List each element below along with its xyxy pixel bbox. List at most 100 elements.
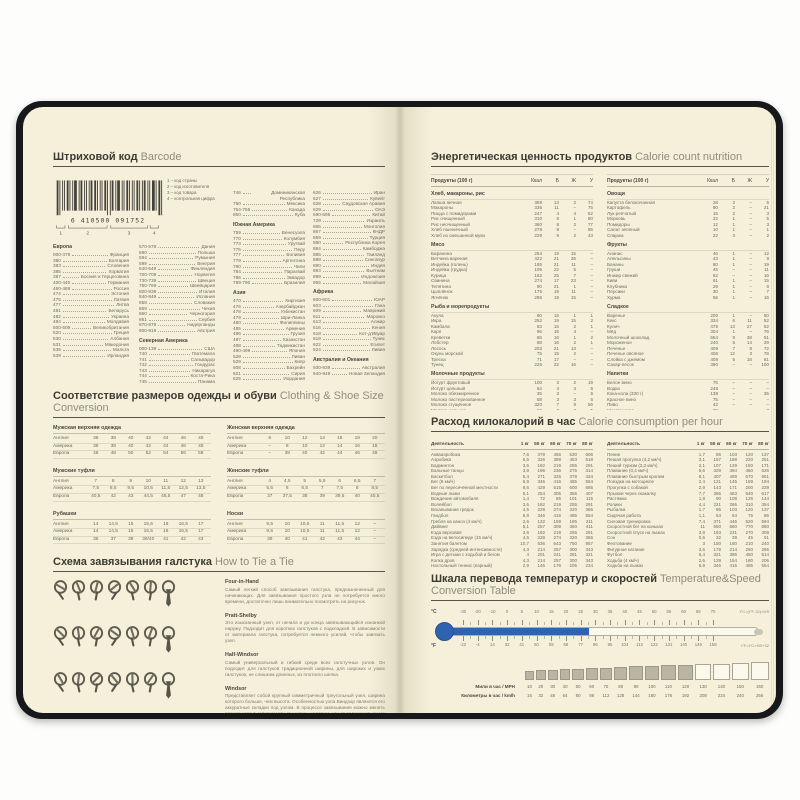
celsius-tick-label: 5 bbox=[520, 609, 524, 614]
size-value: 46 bbox=[180, 436, 186, 441]
speed-square-cell bbox=[629, 662, 643, 680]
dot-leader bbox=[322, 265, 370, 267]
barcode-country-row: 786 Эквадор bbox=[233, 275, 305, 281]
barcode-country-row: 867 КНДР bbox=[313, 229, 385, 235]
tie-step-figure bbox=[125, 671, 140, 705]
barcode-country-row: 930-939 Австралия bbox=[313, 365, 385, 371]
barcode-legend-item: 3 – код товара bbox=[167, 190, 197, 195]
size-value: 16 bbox=[337, 436, 343, 441]
country-name: Эстония bbox=[110, 291, 129, 297]
activity-row: Растяжка 1,8 90 108 126 144 bbox=[607, 496, 769, 502]
minor-tick-mark bbox=[485, 636, 487, 639]
activity-value: 90 bbox=[715, 496, 721, 502]
barcode-country-row: 759 Венесуэла bbox=[233, 230, 305, 236]
nutrition-row: Слойка с джемом 408 5 16 61 bbox=[607, 357, 769, 363]
activity-name: Плавание (0,4 км/ч) bbox=[607, 468, 649, 474]
nutrition-product-name: Икра bbox=[431, 318, 442, 323]
dot-leader bbox=[148, 252, 196, 254]
country-name: Израиль bbox=[366, 217, 385, 223]
nutrition-row: Макароны 336 11–75 bbox=[431, 205, 593, 211]
barcode-country-row: 741 Сальвадор bbox=[139, 357, 215, 363]
tick-mark bbox=[639, 620, 641, 625]
size-value: 41 bbox=[163, 536, 169, 542]
celsius-tick-label: 65 bbox=[695, 609, 701, 614]
country-code: 800-839 bbox=[139, 288, 157, 294]
dot-leader bbox=[158, 291, 198, 293]
nutrition-value: 22 bbox=[553, 362, 559, 367]
barcode-country-row: 528 Ливан bbox=[233, 354, 305, 360]
barcode-country-row: 640-649 Финляндия bbox=[139, 266, 215, 272]
barcode-country-row: 609 Маврикий bbox=[313, 308, 385, 314]
nutrition-row: Пицца с помидорами 247 4 4 52 bbox=[431, 211, 593, 217]
dot-leader bbox=[62, 310, 107, 312]
barcode-country-row: 861 Сербия bbox=[139, 317, 215, 323]
region-header: Азия bbox=[233, 289, 246, 296]
country-name: Венесуэла bbox=[281, 229, 305, 235]
size-value: 11,5 bbox=[335, 521, 345, 527]
activity-value: 320 bbox=[569, 535, 577, 541]
celsius-tick-label: 60 bbox=[681, 609, 686, 614]
nutrition-value: 1 bbox=[732, 294, 735, 300]
activity-value: 231 bbox=[729, 529, 737, 535]
tick-mark bbox=[610, 620, 612, 625]
country-code: 858 bbox=[139, 299, 147, 305]
nutrition-value: 2 bbox=[573, 380, 576, 385]
nutrition-value: 16 bbox=[553, 329, 559, 334]
activity-value: 32 bbox=[715, 535, 721, 541]
activity-row: Гребля на каноэ (4 км/ч) 2,6 132 159 185 211 bbox=[431, 519, 593, 525]
tick-mark bbox=[463, 620, 464, 625]
country-name: Монголия bbox=[363, 223, 385, 229]
size-table-row: Англия 8 10 12 14 16 18 20 bbox=[227, 436, 385, 444]
size-table-title: Мужская верхняя одежда bbox=[53, 425, 211, 434]
dot-leader bbox=[148, 354, 190, 356]
nutrition-value: 30 bbox=[712, 289, 718, 294]
barcode-country-row: 490-499 Япония bbox=[233, 348, 305, 354]
kmh-value: 96 bbox=[589, 693, 595, 698]
dot-leader bbox=[322, 248, 361, 250]
nutrition-value: 6 bbox=[766, 283, 769, 289]
country-code: 611 bbox=[313, 313, 321, 319]
size-value: 12 bbox=[302, 436, 308, 441]
country-code: 000-139 bbox=[139, 345, 157, 351]
country-code: 940-949 bbox=[313, 370, 331, 376]
size-table-title: Носки bbox=[227, 511, 385, 520]
country-name: Кения bbox=[371, 325, 385, 331]
tie-step-figure bbox=[125, 579, 140, 613]
nutrition-value: – bbox=[749, 272, 752, 278]
activity-header-col: 50 кг bbox=[710, 441, 721, 446]
speed-square-cell bbox=[536, 662, 546, 680]
size-value: 50 bbox=[128, 451, 134, 457]
activity-name: Водные лыжи bbox=[431, 490, 460, 496]
activity-name: Игра с детьми с ходьбой и бегом bbox=[431, 552, 500, 558]
nutrition-value: 21 bbox=[553, 283, 559, 289]
activity-value: 305 bbox=[553, 490, 561, 496]
size-value: 16 bbox=[163, 529, 169, 535]
dot-leader bbox=[242, 277, 285, 279]
nutrition-row: Индейка (грудка) 105 22 5– bbox=[431, 267, 593, 273]
barcode-country-row: 529 Кипр bbox=[233, 359, 305, 365]
right-page: Энергетическая ценность продуктов Calorie… bbox=[431, 151, 776, 698]
size-table-row: Европа 40,5 42 43 44,5 45,5 47 48 bbox=[53, 494, 211, 502]
nutrition-value: 17 bbox=[553, 278, 559, 283]
country-name: Беларусь bbox=[108, 307, 129, 313]
activity-value: 366 bbox=[585, 507, 593, 513]
activity-value: 2,1 bbox=[698, 462, 705, 468]
nutrition-product-name: Рис неочищенный bbox=[431, 221, 470, 227]
minor-tick-mark bbox=[632, 636, 634, 639]
dot-leader bbox=[62, 277, 79, 279]
country-code: 603 bbox=[313, 302, 321, 308]
nutrition-value: 52 bbox=[587, 210, 593, 216]
activity-header-col: 1 кг bbox=[696, 441, 705, 446]
speed-square bbox=[695, 664, 712, 680]
nutrition-value: 27 bbox=[746, 323, 752, 329]
dot-leader bbox=[322, 311, 362, 313]
nutrition-product-name: Карп bbox=[431, 329, 442, 334]
size-value: 44 bbox=[163, 443, 169, 449]
country-name: Филиппины bbox=[279, 320, 305, 326]
barcode-country-row: 900-919 Австрия bbox=[139, 328, 215, 334]
activity-value: 2,9 bbox=[698, 485, 705, 491]
nutrition-product-name: Сахар-песок bbox=[607, 362, 634, 367]
activity-value: 103 bbox=[729, 507, 737, 513]
tick-mark bbox=[565, 620, 567, 625]
activity-value: 354 bbox=[761, 501, 769, 507]
